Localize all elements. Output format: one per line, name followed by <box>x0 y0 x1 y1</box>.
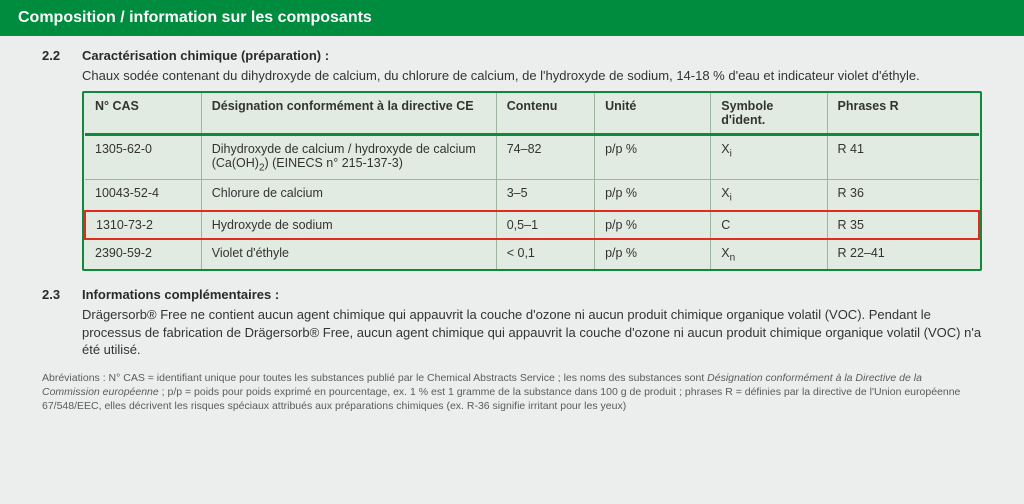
table-cell: 3–5 <box>496 180 594 211</box>
table-header: Contenu <box>496 93 594 135</box>
table-cell: 2390-59-2 <box>85 239 201 270</box>
table-cell: R 22–41 <box>827 239 979 270</box>
table-cell: R 41 <box>827 134 979 180</box>
table-header: Unité <box>595 93 711 135</box>
table-header: Désignation conformément à la directive … <box>201 93 496 135</box>
section-2-3: 2.3 Informations complémentaires : Dräge… <box>42 287 982 365</box>
section-heading: Caractérisation chimique (préparation) : <box>82 48 982 63</box>
table-row: 2390-59-2Violet d'éthyle< 0,1p/p %XnR 22… <box>85 239 979 270</box>
section-number: 2.3 <box>42 287 70 365</box>
composition-table: N° CASDésignation conformément à la dire… <box>82 91 982 272</box>
table-cell: C <box>711 211 827 239</box>
table-cell: Chlorure de calcium <box>201 180 496 211</box>
content-area: 2.2 Caractérisation chimique (préparatio… <box>0 36 1024 423</box>
table-cell: Violet d'éthyle <box>201 239 496 270</box>
table-cell: p/p % <box>595 134 711 180</box>
table-header: Phrases R <box>827 93 979 135</box>
section-banner: Composition / information sur les compos… <box>0 0 1024 36</box>
table-cell: Dihydroxyde de calcium / hydroxyde de ca… <box>201 134 496 180</box>
table-row: 1305-62-0Dihydroxyde de calcium / hydrox… <box>85 134 979 180</box>
table-header: N° CAS <box>85 93 201 135</box>
section-heading: Informations complémentaires : <box>82 287 982 302</box>
table-cell: Xi <box>711 180 827 211</box>
table-cell: p/p % <box>595 239 711 270</box>
section-2-2: 2.2 Caractérisation chimique (préparatio… <box>42 48 982 281</box>
table-cell: 1310-73-2 <box>85 211 201 239</box>
table-row: 1310-73-2Hydroxyde de sodium0,5–1p/p %CR… <box>85 211 979 239</box>
table-cell: < 0,1 <box>496 239 594 270</box>
table-header: Symbole d'ident. <box>711 93 827 135</box>
section-text: Chaux sodée contenant du dihydroxyde de … <box>82 67 982 85</box>
table-cell: 10043-52-4 <box>85 180 201 211</box>
table-cell: 74–82 <box>496 134 594 180</box>
table-cell: R 35 <box>827 211 979 239</box>
section-number: 2.2 <box>42 48 70 281</box>
table-cell: Xn <box>711 239 827 270</box>
table-cell: Xi <box>711 134 827 180</box>
table-cell: p/p % <box>595 211 711 239</box>
table-cell: p/p % <box>595 180 711 211</box>
table-row: 10043-52-4Chlorure de calcium3–5p/p %XiR… <box>85 180 979 211</box>
abbreviations-note: Abréviations : N° CAS = identifiant uniq… <box>42 371 982 414</box>
table-cell: R 36 <box>827 180 979 211</box>
table-cell: 0,5–1 <box>496 211 594 239</box>
table-cell: 1305-62-0 <box>85 134 201 180</box>
table-cell: Hydroxyde de sodium <box>201 211 496 239</box>
section-text: Drägersorb® Free ne contient aucun agent… <box>82 306 982 359</box>
